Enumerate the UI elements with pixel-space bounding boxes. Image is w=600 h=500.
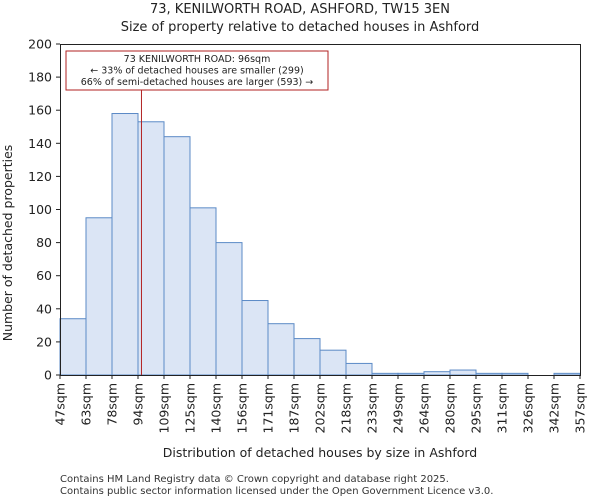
histogram-bar bbox=[267, 323, 295, 376]
histogram-bar bbox=[319, 349, 347, 376]
footer-line-2: Contains public sector information licen… bbox=[60, 486, 493, 497]
histogram-bar bbox=[59, 318, 87, 376]
histogram-bar bbox=[189, 207, 217, 376]
x-tick-label: 94sqm bbox=[131, 383, 146, 426]
x-axis-label: Distribution of detached houses by size … bbox=[163, 445, 477, 460]
y-tick-label: 80 bbox=[36, 235, 52, 250]
annotation-line-3: 66% of semi-detached houses are larger (… bbox=[81, 77, 314, 88]
histogram-bar bbox=[111, 113, 139, 376]
y-tick-label: 140 bbox=[28, 136, 52, 151]
y-axis-label: Number of detached properties bbox=[0, 145, 15, 342]
footer-line-1: Contains HM Land Registry data © Crown c… bbox=[60, 474, 449, 485]
y-tick-label: 100 bbox=[28, 202, 52, 217]
x-tick-label: 109sqm bbox=[157, 383, 172, 433]
chart-title: 73, KENILWORTH ROAD, ASHFORD, TW15 3EN bbox=[150, 2, 450, 17]
histogram-bar bbox=[293, 338, 321, 376]
histogram-bar bbox=[163, 136, 191, 376]
x-tick-label: 218sqm bbox=[339, 383, 354, 433]
x-tick-label: 295sqm bbox=[469, 383, 484, 433]
x-tick-label: 342sqm bbox=[547, 383, 562, 433]
histogram-bar bbox=[553, 372, 581, 376]
x-ticks: 47sqm 63sqm 78sqm 94sqm 109sqm 125sqm 140sqm 15… bbox=[53, 375, 588, 433]
x-tick-label: 326sqm bbox=[521, 383, 536, 433]
y-tick-label: 200 bbox=[28, 37, 52, 52]
x-tick-label: 125sqm bbox=[183, 383, 198, 433]
annotation-line-2: ← 33% of detached houses are smaller (29… bbox=[90, 66, 303, 77]
x-tick-label: 47sqm bbox=[53, 383, 68, 426]
y-tick-label: 120 bbox=[28, 169, 52, 184]
x-tick-label: 140sqm bbox=[209, 383, 224, 433]
y-ticks: 0 20 40 60 80 100 120 140 160 180 200 bbox=[28, 37, 60, 383]
x-tick-label: 78sqm bbox=[105, 383, 120, 426]
x-tick-label: 280sqm bbox=[443, 383, 458, 433]
x-tick-label: 357sqm bbox=[573, 383, 588, 433]
y-tick-label: 160 bbox=[28, 103, 52, 118]
y-tick-label: 40 bbox=[36, 301, 52, 316]
histogram-bar bbox=[371, 372, 399, 376]
x-tick-label: 264sqm bbox=[417, 383, 432, 433]
x-tick-label: 311sqm bbox=[495, 383, 510, 433]
y-tick-label: 180 bbox=[28, 70, 52, 85]
x-tick-label: 233sqm bbox=[365, 383, 380, 433]
x-tick-label: 156sqm bbox=[235, 383, 250, 433]
histogram-bar bbox=[215, 242, 243, 376]
chart-subtitle: Size of property relative to detached ho… bbox=[121, 20, 480, 35]
histogram-bar bbox=[241, 300, 269, 376]
histogram-bar bbox=[137, 121, 165, 376]
x-tick-label: 187sqm bbox=[287, 383, 302, 433]
y-tick-label: 0 bbox=[44, 368, 52, 383]
y-tick-label: 20 bbox=[36, 334, 52, 349]
annotation-line-1: 73 KENILWORTH ROAD: 96sqm bbox=[124, 54, 271, 65]
x-tick-label: 202sqm bbox=[313, 383, 328, 433]
x-tick-label: 63sqm bbox=[79, 383, 94, 426]
x-tick-label: 171sqm bbox=[261, 383, 276, 433]
histogram-bar bbox=[345, 362, 373, 376]
histogram-bar bbox=[475, 372, 503, 376]
histogram-bar bbox=[501, 372, 529, 376]
x-tick-label: 249sqm bbox=[391, 383, 406, 433]
histogram-bar bbox=[423, 371, 451, 376]
plot-frame bbox=[60, 44, 581, 376]
histogram-bar bbox=[397, 372, 425, 376]
bars-group bbox=[59, 113, 581, 376]
histogram-bar bbox=[449, 369, 477, 376]
histogram-bar bbox=[85, 217, 113, 376]
annotation-box bbox=[65, 50, 329, 91]
y-tick-label: 60 bbox=[36, 268, 52, 283]
